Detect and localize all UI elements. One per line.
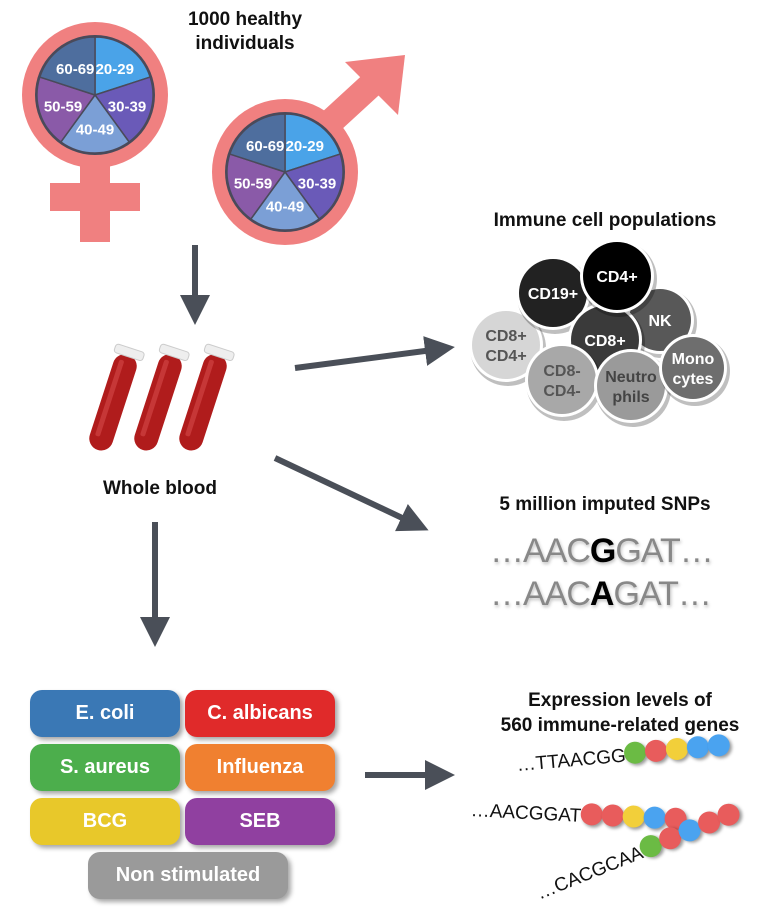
snp-sequence-1: …AACGGAT… <box>490 532 714 570</box>
svg-text:CD4+: CD4+ <box>485 348 526 365</box>
stimulus-e-coli: E. coli <box>30 690 180 737</box>
age-label: 40-49 <box>266 199 304 216</box>
pie-slice-60-69 <box>38 36 96 97</box>
stimulus-c-albicans: C. albicans <box>185 690 335 737</box>
pie-slice-60-69 <box>228 113 286 174</box>
svg-text:CD19+: CD19+ <box>528 286 578 303</box>
stimulus-s-aureus: S. aureus <box>30 744 180 791</box>
cohort-title-line2: individuals <box>195 33 295 54</box>
cell-monocytes: Mono cytes <box>659 334 730 406</box>
svg-text:phils: phils <box>612 389 649 406</box>
age-label: 20-29 <box>286 138 324 155</box>
expression-bead <box>621 804 645 829</box>
expression-bead <box>600 803 624 827</box>
svg-text:CD8+: CD8+ <box>485 328 526 345</box>
blood-tube <box>89 343 145 451</box>
stimulus-seb: SEB <box>185 798 335 845</box>
immune-title: Immune cell populations <box>493 210 717 231</box>
expression-title-line1: Expression levels of <box>528 690 712 711</box>
svg-text:CD8-: CD8- <box>543 363 580 380</box>
blood-tubes-icon <box>89 343 235 451</box>
male-age-pie: 20-29 30-39 40-49 50-59 60-69 <box>225 112 345 232</box>
svg-text:NK: NK <box>648 313 672 330</box>
female-symbol-icon: 20-29 30-39 40-49 50-59 60-69 <box>22 22 168 242</box>
arrow-to-snps <box>273 455 429 532</box>
cell-cd19: CD19+ <box>516 256 593 334</box>
age-label: 50-59 <box>44 98 82 115</box>
pie-slice-40-49 <box>59 93 131 154</box>
expression-bead <box>686 735 711 760</box>
age-label: 20-29 <box>96 61 134 78</box>
whole-blood-label: Whole blood <box>103 478 217 499</box>
cell-cd4: CD4+ <box>580 239 657 317</box>
expression-bead <box>642 806 666 830</box>
age-label: 30-39 <box>108 98 146 115</box>
stimulus-bcg: BCG <box>30 798 180 845</box>
cohort-title: 1000 healthy individuals <box>160 8 330 56</box>
blood-tube <box>179 343 235 451</box>
arrow-to-immune <box>294 336 455 371</box>
svg-text:cytes: cytes <box>673 371 714 388</box>
pie-slice-30-39 <box>283 153 344 220</box>
svg-text:CD8+: CD8+ <box>584 333 625 350</box>
immune-cells: CD8+ CD4+ CD19+ NK CD8+ CD4+ CD8- CD4- Neutro phi… <box>469 239 730 427</box>
age-label: 30-39 <box>298 175 336 192</box>
expression-bead <box>623 740 648 765</box>
cohort-title-line1: 1000 healthy <box>187 9 303 30</box>
pie-slice-40-49 <box>249 170 321 231</box>
expression-bead <box>644 738 669 763</box>
age-label: 60-69 <box>246 138 284 155</box>
cell-cd8cd4: CD8- CD4- <box>525 343 602 421</box>
age-label: 50-59 <box>234 175 272 192</box>
cell-neutrophils: Neutro phils <box>594 349 671 427</box>
svg-text:CD4+: CD4+ <box>596 269 637 286</box>
stimulus-influenza: Influenza <box>185 744 335 791</box>
expression-title-line2: 560 immune-related genes <box>500 715 740 736</box>
pie-slice-20-29 <box>94 36 152 97</box>
pie-slice-50-59 <box>226 153 287 220</box>
age-label: 40-49 <box>76 122 114 139</box>
snp-sequence-2: …AACAGAT… <box>490 575 712 613</box>
blood-tube <box>134 343 190 451</box>
pie-slice-20-29 <box>284 113 342 174</box>
expression-bead <box>707 733 732 758</box>
cell-cd8cd4: CD8+ CD4+ <box>469 308 546 386</box>
female-age-pie: 20-29 30-39 40-49 50-59 60-69 <box>35 35 155 155</box>
male-symbol-icon: 20-29 30-39 40-49 50-59 60-69 <box>212 55 405 245</box>
expression-title: Expression levels of 560 immune-related … <box>470 688 770 738</box>
svg-text:Neutro: Neutro <box>605 369 657 386</box>
pie-slice-30-39 <box>93 76 154 143</box>
age-label: 60-69 <box>56 61 94 78</box>
expression-bead <box>579 802 603 826</box>
stimulus-non-stimulated: Non stimulated <box>88 852 288 899</box>
pie-slice-50-59 <box>36 76 97 143</box>
expression-bead <box>665 737 690 761</box>
svg-text:CD4-: CD4- <box>543 383 580 400</box>
snps-title: 5 million imputed SNPs <box>499 494 711 515</box>
svg-text:Mono: Mono <box>672 351 715 368</box>
